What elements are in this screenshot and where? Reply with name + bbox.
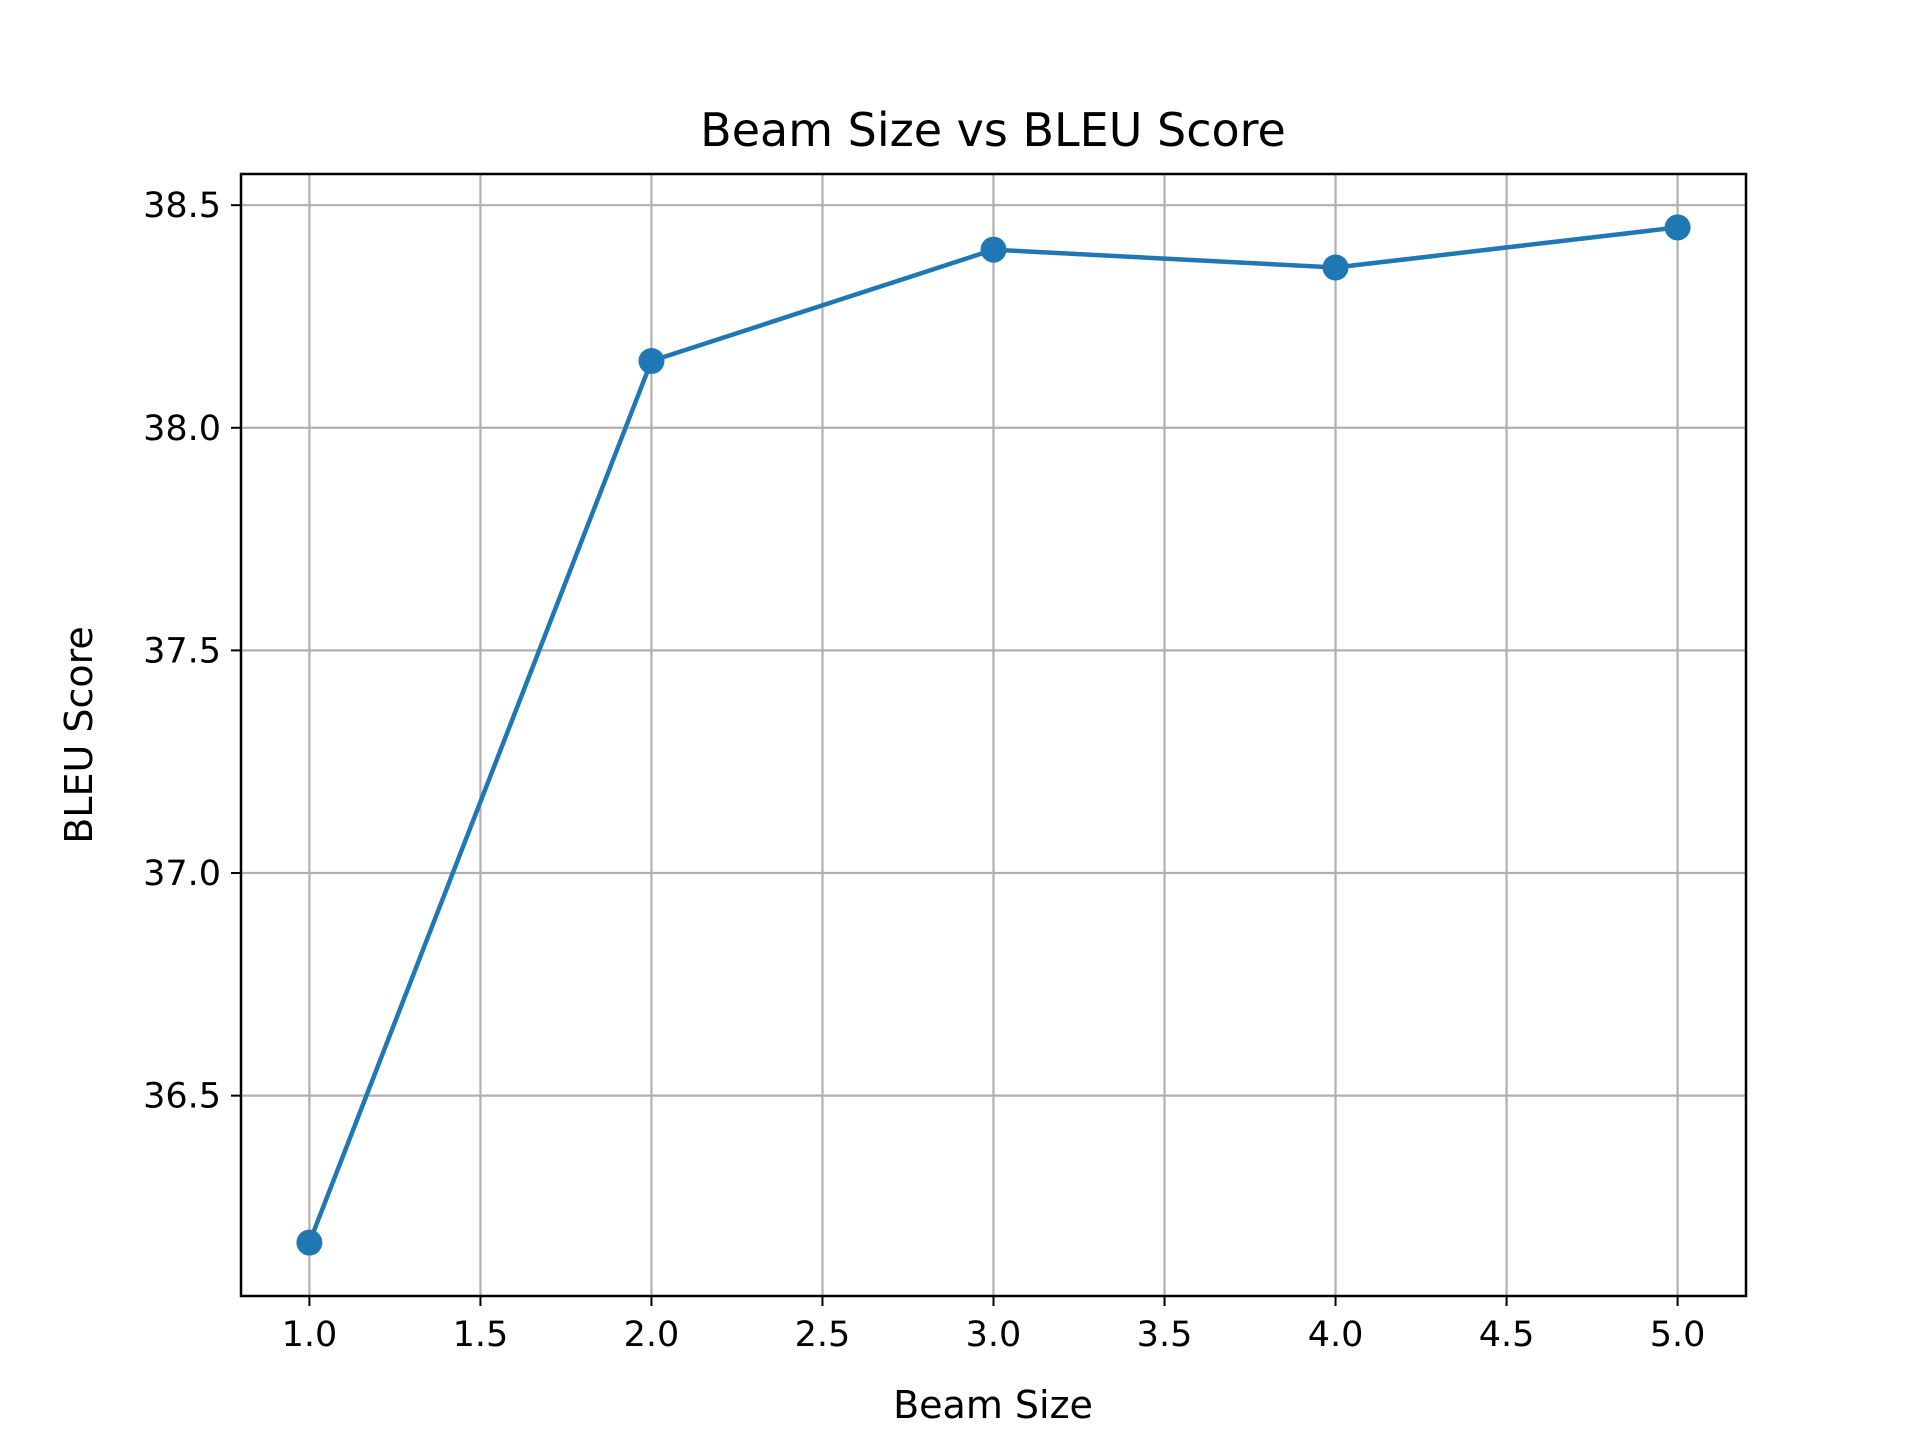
x-tick-label: 1.0 — [282, 1315, 338, 1355]
data-point — [296, 1229, 323, 1256]
data-point — [980, 236, 1007, 263]
x-axis-label: Beam Size — [893, 1383, 1093, 1427]
y-tick-label: 38.5 — [143, 186, 221, 226]
series-layer — [296, 214, 1691, 1256]
grid-lines — [241, 174, 1746, 1296]
chart-title: Beam Size vs BLEU Score — [700, 103, 1286, 157]
x-tick-label: 2.0 — [624, 1315, 680, 1355]
data-point — [638, 348, 665, 374]
x-tick-label: 1.5 — [453, 1315, 509, 1355]
x-tick-label: 4.5 — [1479, 1315, 1535, 1355]
x-tick-label: 2.5 — [795, 1315, 851, 1355]
plot-frame — [239, 172, 1748, 1298]
data-point — [1322, 254, 1349, 281]
y-tick-label: 38.0 — [143, 409, 221, 449]
y-tick-label: 37.0 — [143, 854, 221, 894]
axis-ticks: 1.0 1.5 2.0 2.5 3.0 3.5 4.0 4.5 5.0 36.5 37.0 37.5 3… — [143, 186, 1705, 1355]
x-tick-label: 4.0 — [1308, 1315, 1364, 1355]
x-tick-label: 5.0 — [1650, 1315, 1706, 1355]
y-tick-label: 36.5 — [143, 1077, 221, 1117]
y-tick-label: 37.5 — [143, 631, 221, 671]
x-tick-label: 3.5 — [1137, 1315, 1193, 1355]
x-tick-label: 3.0 — [966, 1315, 1022, 1355]
data-point — [1664, 214, 1691, 241]
y-axis-label: BLEU Score — [57, 626, 101, 844]
